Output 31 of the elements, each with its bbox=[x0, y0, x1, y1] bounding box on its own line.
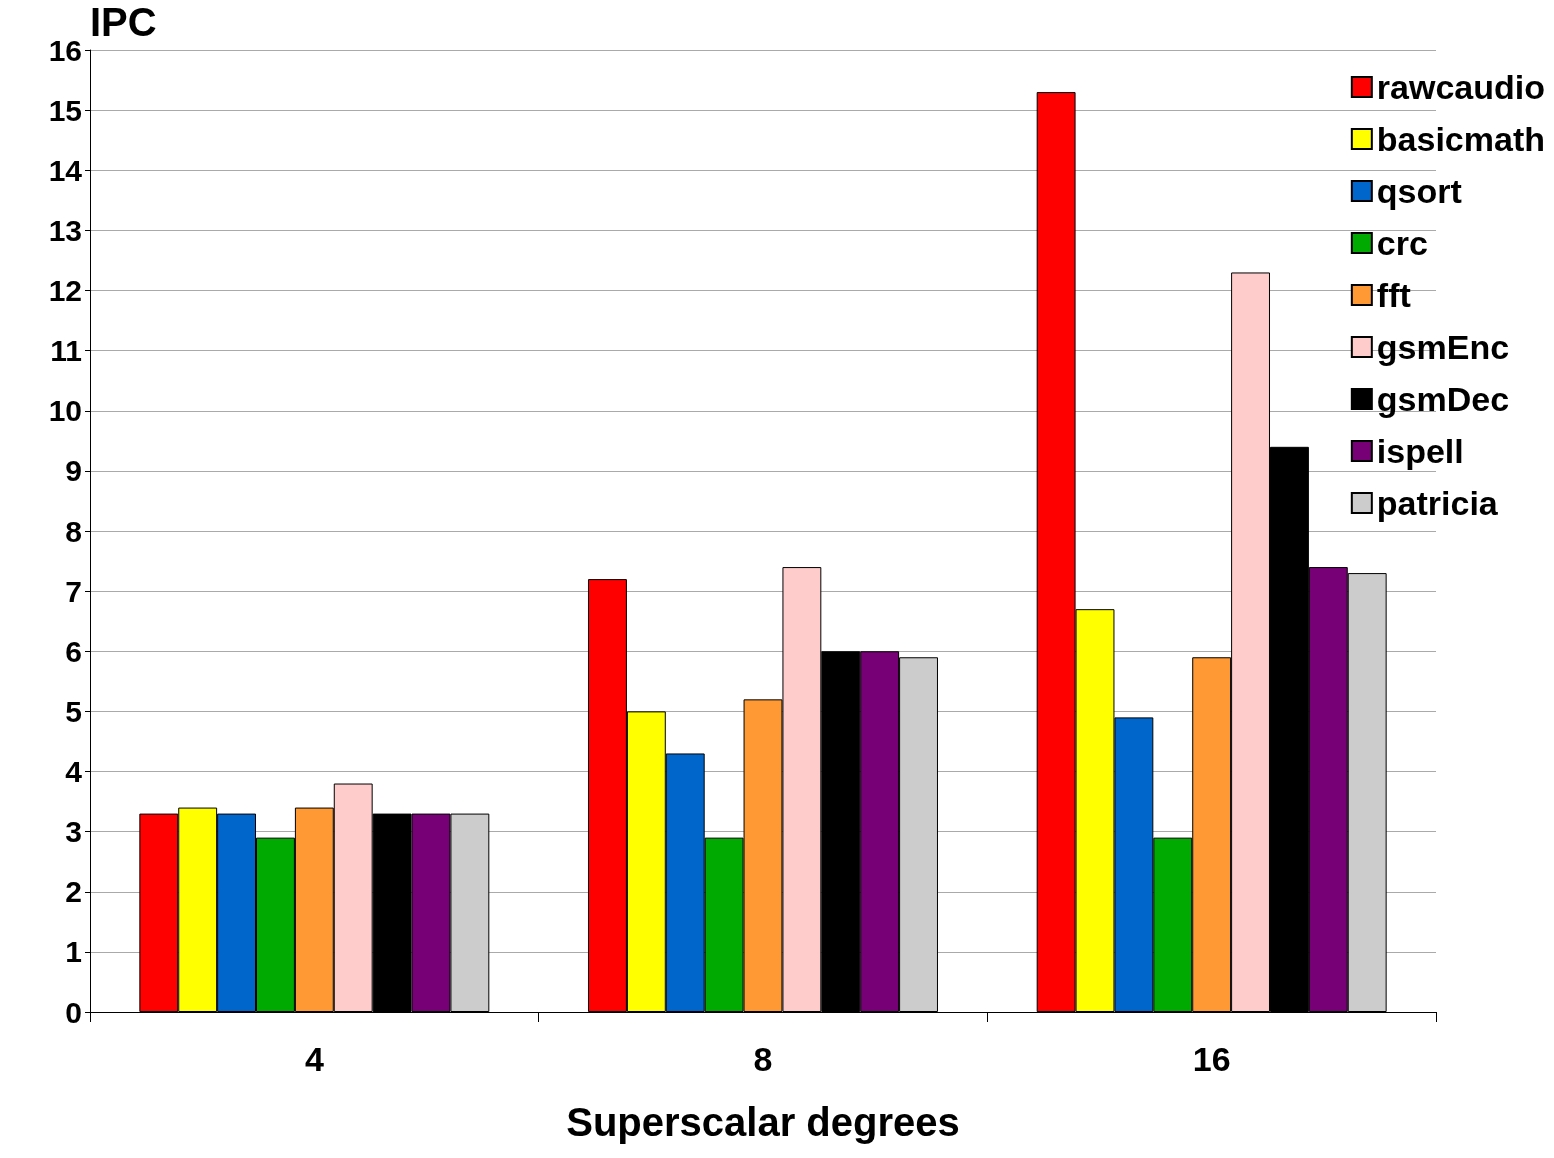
y-tick-label: 13 bbox=[48, 213, 82, 247]
legend-label: rawcaudio bbox=[1376, 68, 1545, 106]
y-tick-label: 11 bbox=[50, 334, 82, 368]
legend-label: crc bbox=[1376, 224, 1428, 262]
y-tick-label: 0 bbox=[65, 995, 82, 1029]
legend-label: gsmEnc bbox=[1376, 328, 1510, 366]
y-tick-label: 10 bbox=[48, 394, 82, 428]
legend-label: patricia bbox=[1376, 484, 1499, 522]
y-tick-label: 16 bbox=[48, 33, 82, 67]
y-tick-label: 12 bbox=[48, 274, 82, 307]
y-tick-label: 2 bbox=[65, 875, 82, 909]
y-tick-label: 8 bbox=[65, 514, 82, 548]
x-tick-label: 4 bbox=[304, 1040, 324, 1078]
y-tick-label: 9 bbox=[65, 454, 82, 488]
x-tick-label: 16 bbox=[1192, 1040, 1231, 1078]
y-axis-title: IPC bbox=[90, 0, 157, 44]
y-tick-label: 3 bbox=[65, 815, 82, 849]
y-tick-label: 14 bbox=[48, 153, 83, 187]
x-axis-title: Superscalar degrees bbox=[566, 1100, 960, 1144]
legend-label: basicmath bbox=[1376, 120, 1546, 158]
y-tick-label: 4 bbox=[65, 755, 83, 788]
legend-label: fft bbox=[1376, 276, 1411, 314]
legend-label: gsmDec bbox=[1376, 380, 1510, 418]
legend-label: ispell bbox=[1376, 432, 1464, 470]
legend-label: qsort bbox=[1376, 172, 1462, 210]
y-tick-label: 5 bbox=[65, 694, 82, 728]
x-tick-label: 8 bbox=[753, 1040, 773, 1078]
y-tick-label: 7 bbox=[65, 574, 82, 608]
y-tick-label: 6 bbox=[65, 634, 82, 668]
y-tick-label: 1 bbox=[65, 935, 82, 969]
y-tick-label: 15 bbox=[48, 93, 82, 127]
